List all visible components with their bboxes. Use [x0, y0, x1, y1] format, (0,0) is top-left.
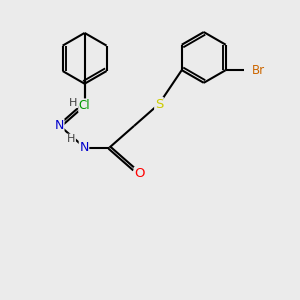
- Text: H: H: [67, 134, 75, 144]
- Text: O: O: [134, 167, 145, 180]
- Text: S: S: [155, 98, 163, 110]
- Text: Cl: Cl: [79, 99, 90, 112]
- Text: N: N: [55, 119, 64, 132]
- Text: Br: Br: [252, 64, 265, 76]
- Text: N: N: [79, 141, 89, 154]
- Text: H: H: [69, 98, 77, 107]
